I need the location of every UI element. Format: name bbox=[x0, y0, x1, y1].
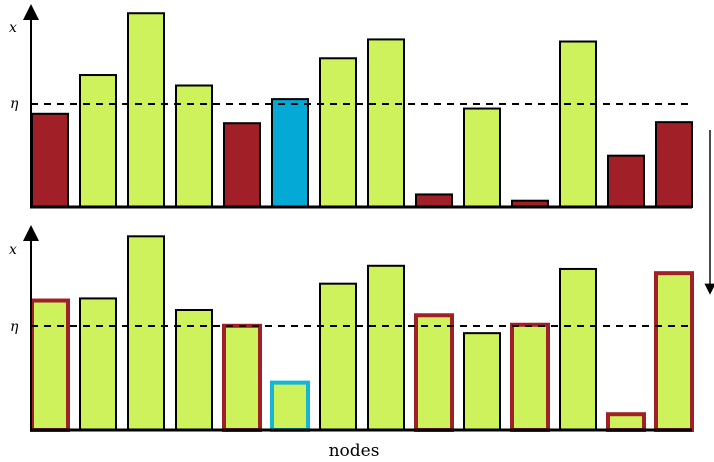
top-bar-13 bbox=[607, 154, 645, 208]
top-threshold-label: η bbox=[10, 96, 19, 112]
bottom-bar-6 bbox=[270, 380, 310, 433]
bottom-bar-10 bbox=[463, 332, 501, 431]
top-bar-10 bbox=[463, 107, 501, 208]
bottom-bar-5 bbox=[222, 323, 262, 432]
top-bar-3 bbox=[127, 12, 165, 208]
bottom-bar-2 bbox=[79, 297, 117, 431]
top-bar-2 bbox=[79, 74, 117, 208]
bottom-bar-12 bbox=[559, 267, 597, 431]
bottom-bar-4 bbox=[175, 309, 213, 431]
x-axis-label: nodes bbox=[329, 441, 380, 461]
top-panel bbox=[31, 12, 693, 209]
top-bar-8 bbox=[367, 38, 405, 208]
bottom-bar-7 bbox=[319, 282, 357, 431]
top-bar-12 bbox=[559, 40, 597, 208]
bottom-bar-1 bbox=[30, 298, 70, 432]
bottom-panel bbox=[30, 235, 694, 433]
top-bar-4 bbox=[175, 84, 213, 208]
bottom-bar-3 bbox=[127, 235, 165, 431]
bottom-bar-8 bbox=[367, 264, 405, 431]
bottom-threshold-label: η bbox=[10, 319, 19, 335]
top-bar-1 bbox=[31, 112, 69, 208]
top-bar-7 bbox=[319, 57, 357, 209]
bottom-bar-14 bbox=[654, 271, 694, 432]
top-bar-9 bbox=[415, 193, 453, 209]
top-bar-6 bbox=[271, 98, 309, 208]
bottom-bar-11 bbox=[510, 322, 550, 433]
top-y-axis-label: x bbox=[9, 20, 17, 36]
top-bar-5 bbox=[223, 122, 261, 208]
bottom-bar-13 bbox=[606, 412, 646, 433]
bottom-y-axis-label: x bbox=[9, 242, 17, 258]
bottom-bar-9 bbox=[414, 313, 454, 432]
top-bar-14 bbox=[655, 121, 693, 208]
